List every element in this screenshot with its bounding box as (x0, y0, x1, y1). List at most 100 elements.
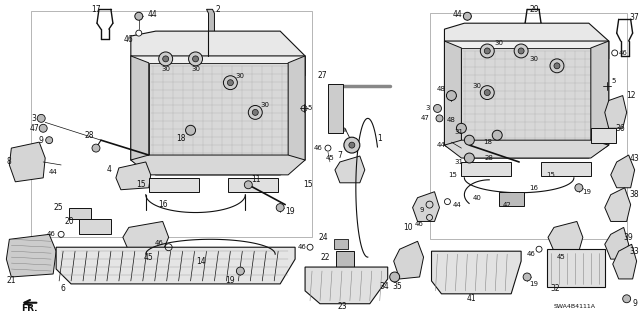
Text: 40: 40 (473, 195, 482, 201)
Text: 48: 48 (437, 85, 446, 92)
Text: 19: 19 (285, 207, 295, 216)
Circle shape (189, 52, 202, 66)
Bar (499, 192, 524, 205)
Text: 22: 22 (321, 253, 330, 262)
Text: 37: 37 (630, 13, 639, 22)
Polygon shape (10, 142, 45, 182)
Text: 35: 35 (393, 282, 403, 291)
Circle shape (227, 80, 234, 85)
Text: 39: 39 (624, 233, 634, 242)
Polygon shape (6, 234, 56, 277)
Polygon shape (444, 41, 461, 145)
Text: 7: 7 (337, 151, 342, 160)
Circle shape (92, 144, 100, 152)
Text: 28: 28 (485, 155, 493, 161)
Circle shape (492, 130, 502, 140)
Bar (591, 128, 616, 143)
Circle shape (45, 137, 52, 144)
Circle shape (447, 91, 456, 100)
Polygon shape (605, 96, 627, 128)
Polygon shape (131, 155, 305, 175)
Circle shape (39, 124, 47, 132)
Circle shape (344, 137, 360, 153)
Text: 15: 15 (303, 180, 313, 189)
Polygon shape (56, 247, 295, 284)
Polygon shape (431, 251, 521, 294)
Circle shape (248, 106, 262, 119)
Text: 21: 21 (6, 277, 16, 286)
Text: 3: 3 (425, 106, 429, 111)
Text: 19: 19 (529, 281, 539, 287)
Text: 19: 19 (225, 277, 236, 286)
Text: 48: 48 (447, 117, 456, 123)
Text: 44: 44 (148, 10, 157, 19)
Text: 9: 9 (419, 207, 424, 212)
Circle shape (223, 76, 237, 90)
Text: 31: 31 (455, 159, 464, 165)
Text: 46: 46 (47, 231, 56, 237)
Text: 5: 5 (308, 106, 312, 111)
Polygon shape (131, 56, 148, 160)
Circle shape (37, 115, 45, 122)
Text: 19: 19 (582, 189, 591, 195)
Text: 12: 12 (627, 91, 636, 100)
Circle shape (623, 295, 630, 303)
Text: 9: 9 (632, 299, 637, 308)
Circle shape (135, 12, 143, 20)
Circle shape (554, 63, 560, 69)
Text: 15: 15 (547, 172, 556, 178)
Text: 16: 16 (158, 200, 168, 209)
Bar (461, 48, 591, 147)
Polygon shape (548, 221, 583, 251)
Circle shape (480, 44, 494, 58)
Text: 24: 24 (318, 233, 328, 242)
Text: 44: 44 (437, 142, 446, 148)
Text: 45: 45 (326, 155, 334, 161)
Text: 44: 44 (49, 169, 58, 175)
Bar (541, 162, 591, 176)
Text: 43: 43 (630, 153, 639, 162)
Text: 14: 14 (196, 256, 205, 266)
Text: 44: 44 (453, 202, 462, 208)
Text: 28: 28 (84, 131, 93, 140)
Text: 45: 45 (144, 253, 154, 262)
Text: 30: 30 (236, 73, 245, 79)
Text: 20: 20 (64, 217, 74, 226)
Text: 46: 46 (154, 240, 163, 246)
Text: 46: 46 (124, 34, 134, 44)
Polygon shape (131, 56, 305, 175)
Text: 34: 34 (380, 282, 390, 291)
Bar (334, 239, 348, 249)
Circle shape (244, 181, 252, 189)
Polygon shape (444, 23, 609, 59)
Circle shape (433, 105, 442, 112)
Circle shape (456, 123, 467, 133)
Circle shape (575, 184, 583, 192)
Circle shape (465, 153, 474, 163)
Text: 18: 18 (483, 139, 492, 145)
Text: 33: 33 (630, 247, 639, 256)
Circle shape (390, 272, 399, 282)
Circle shape (276, 204, 284, 211)
Polygon shape (207, 9, 218, 51)
Circle shape (514, 44, 528, 58)
Text: 8: 8 (6, 158, 11, 167)
Bar (228, 178, 278, 192)
Text: 29: 29 (529, 5, 539, 14)
Text: 5: 5 (612, 78, 616, 84)
Text: 10: 10 (403, 223, 412, 232)
Text: 17: 17 (91, 5, 100, 14)
Polygon shape (394, 241, 424, 279)
Text: 31: 31 (455, 129, 464, 135)
Bar (148, 63, 288, 157)
Text: 38: 38 (630, 190, 639, 199)
Circle shape (163, 56, 169, 62)
Text: 44: 44 (452, 10, 462, 19)
Bar (31, 11, 312, 237)
Text: 1: 1 (378, 134, 382, 143)
Circle shape (484, 90, 490, 96)
Text: 46: 46 (527, 251, 536, 257)
Polygon shape (305, 267, 388, 304)
Text: 16: 16 (529, 185, 539, 191)
Circle shape (480, 85, 494, 100)
